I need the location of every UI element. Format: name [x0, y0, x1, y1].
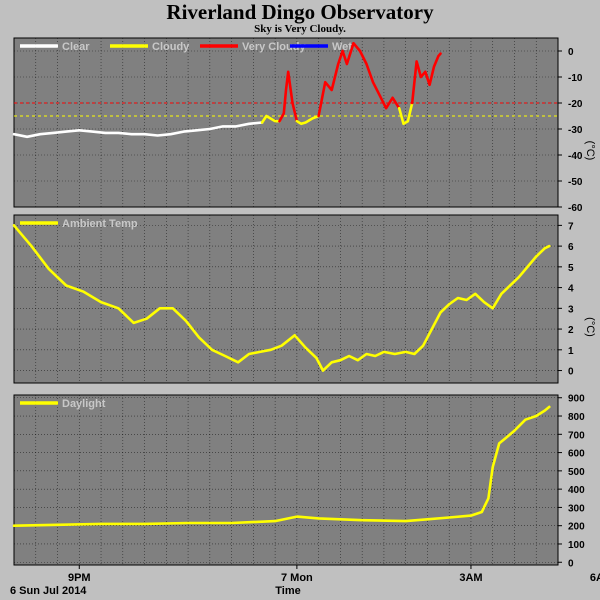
y-tick-label: 900: [568, 394, 585, 405]
panel-2: 0 1 2 3 4 5 6 7 (°C) Ambient Temp: [12, 214, 596, 384]
legend-label: Clear: [62, 41, 90, 53]
panel-3: 0 100 200 300 400 500 600 700 800 900 Daylight 9PM 7…: [12, 394, 600, 584]
y-tick-label: 200: [568, 522, 585, 533]
legend-label: Wet: [332, 41, 352, 53]
series-line: [295, 114, 320, 126]
y-tick-label: 7: [568, 221, 574, 232]
y-tick-label: 300: [568, 503, 585, 514]
plot-area: [13, 394, 559, 566]
y-tick-label: 0: [568, 558, 574, 569]
series-line: [317, 41, 401, 118]
date-label: 6 Sun Jul 2014: [10, 585, 87, 597]
y-tick-label: 0: [568, 47, 574, 58]
series-line: [12, 224, 551, 372]
series-line: [12, 405, 551, 528]
y-tick-label: 500: [568, 467, 585, 478]
legend-label: Very Cloudy: [242, 41, 306, 53]
y-tick-label: 4: [568, 284, 574, 295]
y-tick-label: 5: [568, 263, 574, 274]
y-tick-label: -30: [568, 125, 583, 136]
y-tick-label: 0: [568, 367, 574, 378]
x-tick-label: 7 Mon: [281, 572, 313, 584]
x-tick-label: 9PM: [68, 572, 91, 584]
y-tick-label: 600: [568, 449, 585, 460]
series-line: [278, 70, 299, 123]
y-tick-label: 400: [568, 485, 585, 496]
x-axis-title: Time: [275, 585, 300, 597]
y-tick-label: 100: [568, 540, 585, 551]
chart-title: Riverland Dingo Observatory: [166, 0, 434, 24]
x-tick-label: 6AM: [590, 572, 600, 584]
y-tick-label: -50: [568, 177, 583, 188]
panel-1: 0 -10 -20 -30 -40 -50 -60 (°C) Clear Cloudy Very C…: [12, 37, 596, 214]
series-line: [12, 121, 264, 139]
y-tick-label: 800: [568, 412, 585, 423]
y-tick-label: -60: [568, 203, 583, 214]
legend-label: Cloudy: [152, 41, 190, 53]
series-line: [260, 114, 281, 124]
y-tick-label: 6: [568, 242, 574, 253]
y-tick-label: 700: [568, 430, 585, 441]
y-tick-label: -20: [568, 99, 583, 110]
series-line: [397, 101, 414, 126]
x-tick-label: 3AM: [459, 572, 482, 584]
y-tick-label: 1: [568, 346, 574, 357]
legend-label: Daylight: [62, 398, 106, 410]
y-axis-label: (°C): [584, 141, 596, 161]
y-axis-label: (°C): [584, 317, 596, 337]
legend-label: Ambient Temp: [62, 218, 138, 230]
plot-area: [13, 37, 559, 208]
y-tick-label: 2: [568, 325, 574, 336]
y-tick-label: -40: [568, 151, 583, 162]
y-tick-label: 3: [568, 304, 574, 315]
chart-subtitle: Sky is Very Cloudy.: [254, 23, 346, 35]
series-line: [410, 52, 442, 105]
y-tick-label: -10: [568, 73, 583, 84]
